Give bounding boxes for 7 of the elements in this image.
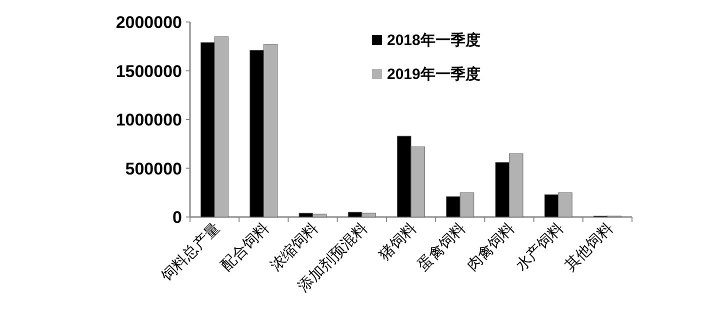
- y-tick-label: 500000: [125, 159, 182, 178]
- y-tick-label: 2000000: [116, 13, 182, 32]
- legend-label: 2019年一季度: [387, 65, 480, 83]
- y-tick-label: 0: [172, 208, 182, 227]
- y-tick-label: 1000000: [116, 110, 182, 130]
- legend-label: 2018年一季度: [387, 31, 480, 49]
- y-tick-label: 1500000: [116, 62, 182, 81]
